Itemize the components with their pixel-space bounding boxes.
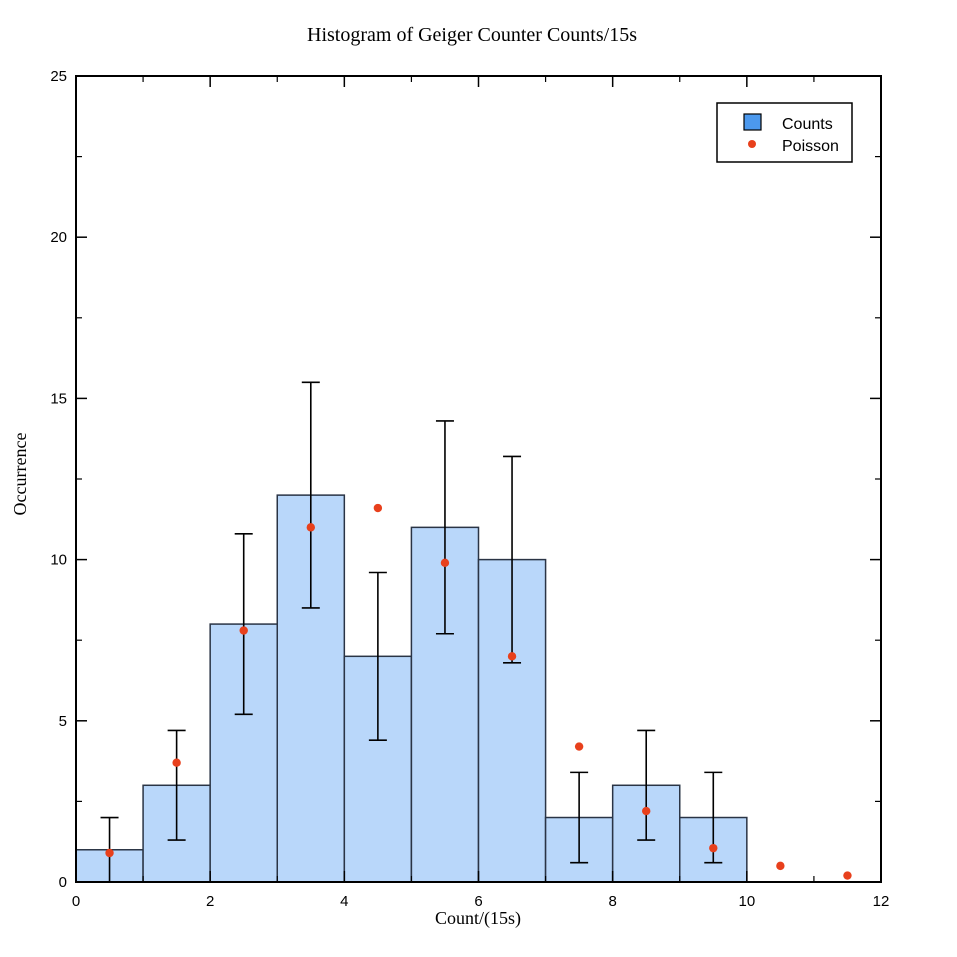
y-tick-label: 5 bbox=[59, 713, 67, 730]
x-axis-label: Count/(15s) bbox=[435, 908, 521, 929]
tick-labels-layer: 0 2 4 6 8 10 12 0 5 10 15 20 25 bbox=[50, 68, 889, 910]
y-tick-label: 15 bbox=[50, 390, 67, 407]
chart-title: Histogram of Geiger Counter Counts/15s bbox=[307, 24, 637, 46]
y-tick-label: 0 bbox=[59, 874, 67, 891]
poisson-point-6 bbox=[507, 652, 517, 661]
poisson-point-2 bbox=[239, 626, 248, 635]
y-axis-label: Occurrence bbox=[10, 433, 30, 516]
poisson-points-layer bbox=[105, 503, 852, 880]
legend-poisson-label: Poisson bbox=[782, 138, 839, 155]
x-tick-label: 8 bbox=[608, 893, 616, 910]
poisson-point-8 bbox=[642, 806, 651, 816]
legend-counts-swatch bbox=[743, 113, 762, 131]
poisson-point-9 bbox=[709, 843, 718, 853]
poisson-point-5 bbox=[440, 558, 450, 568]
poisson-point-11 bbox=[843, 871, 852, 880]
legend-box bbox=[716, 102, 853, 163]
legend: Counts Poisson bbox=[716, 102, 853, 163]
y-tick-label: 10 bbox=[50, 552, 67, 569]
ticks-layer bbox=[75, 75, 882, 883]
x-tick-label: 2 bbox=[206, 893, 214, 910]
y-tick-label: 20 bbox=[50, 229, 67, 246]
poisson-point-0 bbox=[105, 848, 114, 858]
x-tick-label: 10 bbox=[738, 893, 755, 910]
poisson-point-10 bbox=[776, 861, 785, 871]
poisson-point-3 bbox=[306, 523, 315, 532]
x-tick-label: 6 bbox=[474, 893, 482, 910]
x-tick-label: 4 bbox=[340, 893, 348, 910]
poisson-point-7 bbox=[574, 742, 584, 751]
legend-poisson-marker bbox=[748, 140, 756, 148]
poisson-point-4 bbox=[373, 503, 383, 513]
legend-counts-label: Counts bbox=[782, 116, 833, 133]
x-tick-label: 12 bbox=[873, 893, 890, 910]
y-tick-label: 25 bbox=[50, 68, 67, 85]
x-tick-label: 0 bbox=[72, 893, 80, 910]
poisson-point-1 bbox=[172, 758, 181, 767]
